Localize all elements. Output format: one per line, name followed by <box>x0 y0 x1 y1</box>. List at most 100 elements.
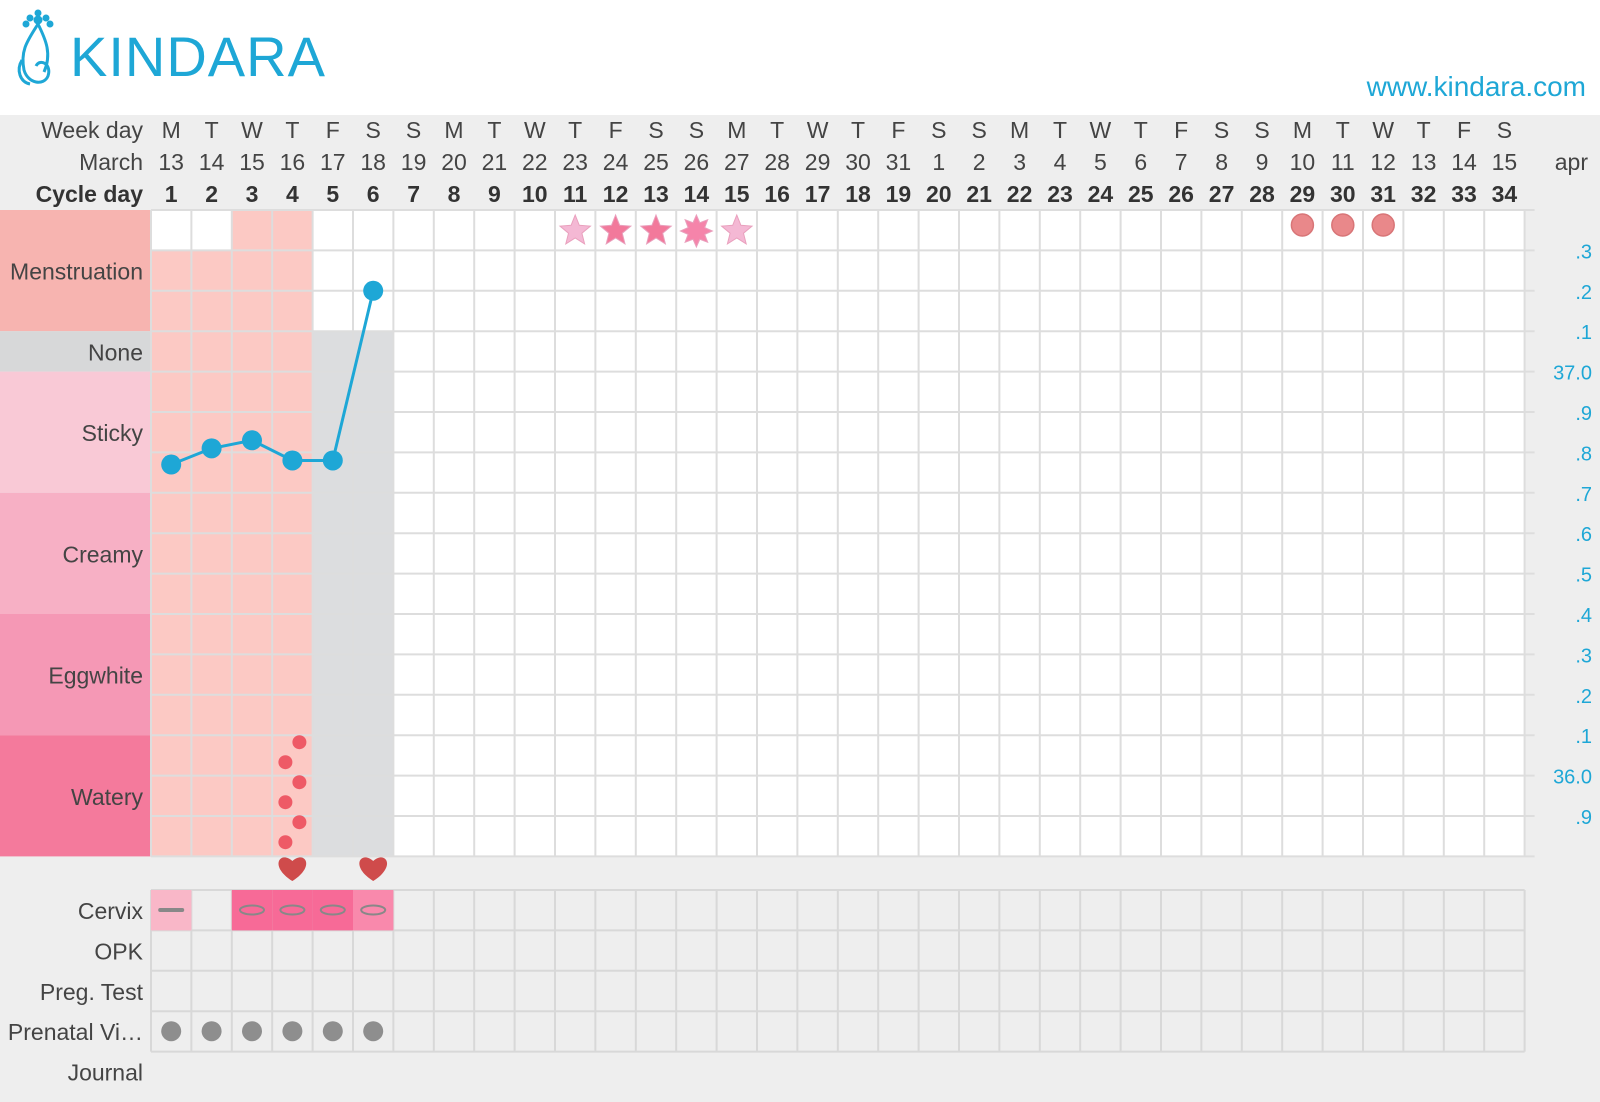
cycle-day-tick: 25 <box>1128 181 1154 207</box>
date-tick: 16 <box>280 149 306 175</box>
watery-spotting-dot <box>292 775 307 790</box>
weekday-tick: S <box>406 117 421 143</box>
temperature-point <box>282 450 303 471</box>
date-tick: 18 <box>360 149 386 175</box>
cycle-day-tick: 5 <box>326 181 339 207</box>
logo-flower-icon <box>17 9 54 86</box>
cycle-day-tick: 22 <box>1007 181 1033 207</box>
intercourse-heart-icon <box>278 857 307 881</box>
lower-row-label: Preg. Test <box>40 979 144 1005</box>
fertility-star-icon <box>679 213 714 249</box>
temperature-point <box>363 280 384 301</box>
weekday-tick: W <box>1372 117 1394 143</box>
fluid-label-menstruation: Menstruation <box>10 259 143 285</box>
fertility-star-icon <box>558 213 592 245</box>
cycle-day-tick: 1 <box>165 181 178 207</box>
lower-row-label: Journal <box>68 1060 143 1086</box>
cycle-day-tick: 26 <box>1168 181 1194 207</box>
intercourse-heart-icon <box>359 857 388 881</box>
cycle-day-tick: 30 <box>1330 181 1356 207</box>
date-tick: 1 <box>932 149 945 175</box>
prenatal-vitamin-dot <box>282 1021 303 1042</box>
weekday-tick: M <box>727 117 746 143</box>
cycle-day-tick: 11 <box>563 181 588 207</box>
fluid-band-creamy <box>0 492 151 614</box>
temp-axis-tick: .1 <box>1575 322 1592 344</box>
date-tick: 19 <box>401 149 427 175</box>
date-tick: 14 <box>199 149 225 175</box>
temp-axis-tick: .2 <box>1575 686 1592 708</box>
weekday-tick: T <box>568 117 582 143</box>
lower-row-label: Cervix <box>78 898 144 924</box>
watery-spotting-dot <box>292 735 307 750</box>
watery-spotting-dot <box>292 815 307 830</box>
fluid-label-creamy: Creamy <box>62 541 143 567</box>
fluid-none-column <box>353 331 394 857</box>
menstruation-column <box>231 250 273 857</box>
fluid-band-watery <box>0 735 151 857</box>
fluid-none-column <box>312 331 353 857</box>
temp-axis-tick: .8 <box>1575 443 1592 465</box>
menstruation-column <box>272 250 313 857</box>
cycle-day-tick: 2 <box>205 181 218 207</box>
date-tick: 3 <box>1013 149 1026 175</box>
weekday-tick: F <box>326 117 340 143</box>
date-tick: 15 <box>239 149 265 175</box>
prenatal-vitamin-dot <box>201 1021 222 1042</box>
temperature-point <box>161 454 182 475</box>
menstruation-column <box>191 250 232 857</box>
date-tick: 30 <box>845 149 871 175</box>
fluid-band-menstruation <box>0 210 151 332</box>
date-tick: 23 <box>562 149 588 175</box>
fluid-label-watery: Watery <box>71 784 143 810</box>
next-month-label: apr <box>1555 149 1589 175</box>
cycle-day-tick: 13 <box>643 181 669 207</box>
temperature-point <box>322 450 343 471</box>
cycle-day-tick: 17 <box>805 181 831 207</box>
weekday-tick: T <box>487 117 501 143</box>
cervix-open-icon <box>319 904 346 916</box>
date-tick: 17 <box>320 149 346 175</box>
weekday-tick: S <box>648 117 663 143</box>
cervix-closed-icon <box>158 908 185 912</box>
weekday-tick: M <box>162 117 181 143</box>
weekday-tick: T <box>1134 117 1148 143</box>
date-tick: 8 <box>1215 149 1228 175</box>
date-tick: 28 <box>764 149 790 175</box>
cycle-day-tick: 19 <box>886 181 912 207</box>
weekday-tick: S <box>1254 117 1269 143</box>
cervix-cell-high <box>231 890 273 931</box>
temp-axis-tick: .3 <box>1575 645 1592 667</box>
date-tick: 13 <box>1411 149 1437 175</box>
fluid-label-none: None <box>88 339 143 365</box>
date-tick: 9 <box>1256 149 1269 175</box>
cycle-day-tick: 21 <box>966 181 992 207</box>
weekday-tick: T <box>1053 117 1067 143</box>
temp-axis-tick: .9 <box>1575 403 1592 425</box>
temp-axis-tick: .2 <box>1575 282 1592 304</box>
weekday-tick: M <box>1293 117 1312 143</box>
fluid-band-sticky <box>0 371 151 493</box>
temp-axis-tick: 37.0 <box>1553 363 1592 385</box>
weekday-tick: S <box>689 117 704 143</box>
website-link[interactable]: www.kindara.com <box>1366 71 1586 102</box>
cervix-cell-high <box>272 890 313 931</box>
weekday-tick: W <box>1090 117 1112 143</box>
cycle-day-tick: 7 <box>407 181 420 207</box>
cervix-cell-high <box>312 890 353 931</box>
cervix-cell-medium <box>353 890 394 931</box>
prenatal-vitamin-dot <box>161 1021 182 1042</box>
cycle-day-tick: 10 <box>522 181 548 207</box>
weekday-tick: S <box>972 117 987 143</box>
cycle-day-tick: 34 <box>1492 181 1518 207</box>
date-tick: 21 <box>482 149 508 175</box>
weekday-tick: F <box>1457 117 1471 143</box>
weekday-tick: S <box>366 117 381 143</box>
temp-axis-tick: .5 <box>1575 565 1592 587</box>
watery-spotting-dot <box>278 795 293 810</box>
date-tick: 22 <box>522 149 548 175</box>
temp-axis-tick: .1 <box>1575 726 1592 748</box>
prenatal-vitamin-dot <box>363 1021 384 1042</box>
